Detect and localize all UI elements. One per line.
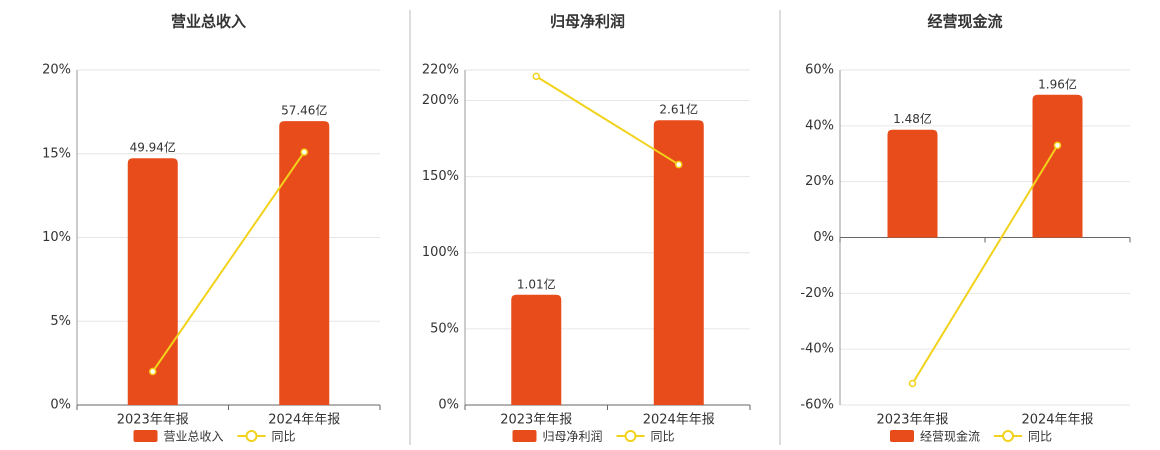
bar bbox=[653, 120, 704, 406]
x-tick-label: 2024年年报 bbox=[268, 413, 340, 428]
line bbox=[535, 75, 680, 166]
legend-label: 同比 bbox=[1028, 430, 1052, 444]
line-point bbox=[300, 148, 308, 156]
line-point bbox=[149, 367, 157, 376]
x-tick-label: 2023年年报 bbox=[876, 413, 948, 428]
bar bbox=[511, 294, 562, 405]
y-tick-label: 20% bbox=[805, 174, 834, 189]
y-tick-label: 0% bbox=[438, 398, 459, 413]
chart-title: 营业总收入 bbox=[171, 13, 246, 31]
legend-label: 经营现金流 bbox=[920, 429, 980, 444]
y-tick-label: 0% bbox=[50, 398, 71, 413]
line-point bbox=[1053, 141, 1062, 150]
value-label: 1.96亿 bbox=[1038, 76, 1077, 91]
y-tick-label: 15% bbox=[42, 146, 71, 161]
y-tick-label: -20% bbox=[800, 286, 834, 301]
y-tick-label: 100% bbox=[422, 245, 459, 260]
y-tick-label: -60% bbox=[800, 398, 834, 413]
x-tick-label: 2023年年报 bbox=[500, 413, 572, 428]
legend-swatch bbox=[890, 430, 914, 442]
y-tick-label: -40% bbox=[800, 342, 834, 357]
legend-swatch bbox=[133, 430, 158, 442]
legend-label: 归母净利润 bbox=[543, 430, 603, 444]
legend-label: 营业总收入 bbox=[164, 430, 224, 444]
legend-swatch bbox=[512, 430, 537, 442]
value-label: 1.01亿 bbox=[517, 276, 556, 291]
x-tick-label: 2024年年报 bbox=[643, 413, 715, 428]
y-tick-label: 220% bbox=[422, 63, 459, 78]
chart-title: 经营现金流 bbox=[927, 13, 1002, 31]
legend-swatch bbox=[245, 430, 258, 442]
y-tick-label: 50% bbox=[430, 321, 459, 336]
legend-label: 同比 bbox=[651, 430, 675, 444]
x-tick-label: 2024年年报 bbox=[1021, 413, 1093, 428]
y-tick-label: 10% bbox=[42, 230, 71, 245]
x-tick-label: 2023年年报 bbox=[117, 413, 189, 428]
line-point bbox=[532, 72, 540, 81]
line-point bbox=[908, 379, 917, 388]
bar bbox=[127, 158, 178, 405]
y-tick-label: 40% bbox=[805, 118, 834, 133]
bar bbox=[279, 121, 330, 406]
chart-title: 归母净利润 bbox=[550, 13, 625, 31]
legend-swatch bbox=[1002, 430, 1015, 442]
line-point bbox=[675, 160, 683, 169]
value-label: 1.48亿 bbox=[893, 111, 932, 126]
y-tick-label: 20% bbox=[42, 63, 71, 78]
y-tick-label: 60% bbox=[805, 63, 834, 78]
line bbox=[151, 151, 306, 373]
legend-swatch bbox=[624, 430, 637, 442]
bar bbox=[1032, 94, 1083, 238]
value-label: 57.46亿 bbox=[281, 103, 327, 118]
y-tick-label: 5% bbox=[50, 314, 71, 329]
y-tick-label: 0% bbox=[813, 230, 834, 245]
value-label: 2.61亿 bbox=[659, 102, 698, 117]
legend-label: 同比 bbox=[272, 430, 296, 444]
line bbox=[911, 144, 1059, 385]
value-label: 49.94亿 bbox=[130, 140, 176, 155]
y-tick-label: 150% bbox=[422, 169, 459, 184]
bar bbox=[887, 129, 938, 238]
y-tick-label: 200% bbox=[422, 93, 459, 108]
